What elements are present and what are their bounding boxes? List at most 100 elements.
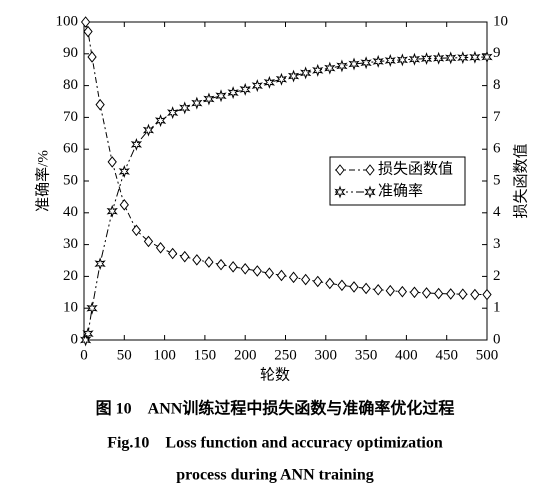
y-tick-label: 30 [63,236,78,252]
diamond-marker [240,262,250,275]
diamond-marker [204,256,214,268]
star-marker [348,57,360,71]
star-marker [469,50,481,64]
y2-axis-label: 损失函数值 [512,143,529,218]
star-marker [263,75,276,89]
y2-tick-label: 0 [493,331,501,347]
legend-marker [334,185,346,199]
star-marker [360,56,372,70]
star-marker [191,96,203,110]
star-marker [167,106,179,120]
star-marker [82,327,94,341]
y-tick-label: 60 [63,141,78,157]
x-tick-label: 200 [234,347,257,363]
x-tick-label: 100 [153,347,176,363]
star-marker [94,257,106,271]
y-tick-label: 80 [63,77,78,93]
x-axis-label: 轮数 [260,366,290,383]
star-marker [372,54,384,68]
diamond-marker [180,250,190,263]
legend-label: 准确率 [378,182,423,199]
diamond-marker [131,224,142,237]
x-tick-label: 0 [80,347,88,363]
diamond-marker [216,258,226,271]
diamond-marker [470,288,480,301]
diamond-marker [373,283,383,296]
diamond-marker [119,199,129,211]
star-marker [251,79,263,93]
x-tick-label: 450 [435,347,458,363]
diamond-marker [349,281,359,293]
y2-tick-label: 10 [493,13,508,29]
y2-tick-label: 4 [493,204,501,220]
caption: Fig.10 Loss function and accuracy optimi… [107,435,443,452]
x-tick-label: 500 [476,347,499,363]
y-tick-label: 50 [63,172,78,188]
caption: process during ANN training [176,467,374,484]
legend-box [329,156,466,206]
star-marker [154,114,167,128]
star-marker [396,53,408,67]
diamond-marker [192,254,202,266]
star-marker [445,51,457,65]
y2-tick-label: 5 [493,172,501,188]
y-tick-label: 20 [63,268,78,284]
diamond-marker [446,288,456,300]
diamond-marker [337,279,347,292]
star-marker [287,69,300,83]
diamond-marker [87,51,97,63]
star-marker [457,51,469,65]
diamond-marker [458,288,468,301]
diamond-marker [155,241,166,254]
diamond-marker [168,247,178,260]
star-marker [179,101,191,115]
caption: 图 10 ANN训练过程中损失函数与准确率优化过程 [96,399,455,418]
star-marker [86,301,98,315]
star-marker [481,50,493,64]
diamond-marker [409,286,420,299]
y-tick-label: 70 [63,109,78,125]
x-tick-label: 400 [395,347,418,363]
diamond-marker [80,16,91,28]
diamond-marker [313,275,323,288]
y-tick-label: 40 [63,204,78,220]
star-marker [312,63,324,77]
legend-marker [335,164,345,176]
star-marker [142,123,155,137]
y-axis-label: 准确率/% [34,150,51,212]
star-marker [118,164,130,178]
y2-tick-label: 1 [493,300,501,316]
star-marker [79,333,92,347]
y2-tick-label: 9 [493,45,501,61]
diamond-marker [95,98,105,111]
x-tick-label: 150 [194,347,217,363]
diamond-marker [264,267,275,280]
y2-tick-label: 3 [493,236,501,252]
star-marker [203,92,215,106]
legend-label: 损失函数值 [378,160,453,177]
x-tick-label: 50 [117,347,132,363]
star-marker [324,61,336,75]
diamond-marker [421,287,432,299]
legend-marker [365,164,375,176]
x-tick-label: 300 [315,347,338,363]
star-marker [106,204,118,218]
diamond-marker [83,25,93,38]
diamond-marker [482,288,492,301]
star-marker [408,52,421,66]
y-tick-label: 0 [71,331,79,347]
diamond-marker [301,273,311,286]
star-marker [275,72,288,86]
diamond-marker [143,235,154,248]
star-marker [130,137,143,151]
diamond-marker [276,269,287,282]
star-marker [433,51,445,65]
star-marker [420,52,433,66]
star-marker [215,89,227,103]
diamond-marker [385,284,395,297]
diamond-marker [252,265,262,277]
y2-tick-label: 2 [493,268,501,284]
star-marker [384,53,396,67]
diamond-marker [107,156,117,168]
